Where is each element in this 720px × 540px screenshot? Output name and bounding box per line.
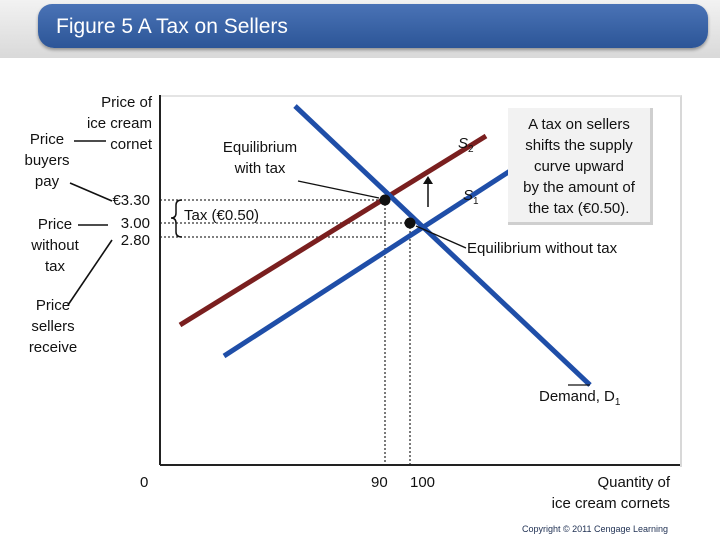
leader-price-buyers <box>69 182 113 202</box>
callout-box: A tax on sellers shifts the supply curve… <box>508 108 653 225</box>
supply-curve-s2 <box>178 133 488 328</box>
tax-label: Tax (€0.50) <box>184 207 260 224</box>
slide-title: Figure 5 A Tax on Sellers <box>56 15 288 38</box>
y-tick-3-00: 3.00 <box>120 215 150 232</box>
shift-arrow-head <box>423 176 433 184</box>
equilibrium-without-tax-label: Equilibrium without tax <box>467 240 618 257</box>
s2-label: S2 <box>458 135 474 155</box>
x-axis-label: Quantity of ice cream cornets <box>551 474 670 512</box>
y-tick-2-80: 2.80 <box>120 232 150 249</box>
callout-text: A tax on sellers shifts the supply curve… <box>523 116 635 217</box>
tax-brace <box>170 199 183 238</box>
equilibrium-with-tax-point <box>379 194 391 206</box>
leader-equilibrium-without-tax <box>415 225 467 249</box>
supply-curve-s1 <box>222 168 512 359</box>
y-axis-label: Price of ice cream cornet <box>86 94 152 153</box>
s1-label: S1 <box>463 187 479 207</box>
title-bar: Figure 5 A Tax on Sellers <box>38 4 708 48</box>
copyright-text: Copyright © 2011 Cengage Learning <box>522 524 669 534</box>
x-tick-90: 90 <box>371 474 388 491</box>
x-tick-100: 100 <box>410 474 436 491</box>
title-band: Figure 5 A Tax on Sellers <box>0 0 720 58</box>
equilibrium-with-tax-label: Equilibrium with tax <box>222 139 298 177</box>
demand-label: Demand, D1 <box>539 388 621 408</box>
price-without-tax-label: Price without tax <box>31 216 79 275</box>
y-tick-3-30: €3.30 <box>112 192 150 209</box>
price-sellers-receive-label: Price sellers receive <box>28 297 78 356</box>
price-buyers-pay-label: Price buyers pay <box>24 131 70 190</box>
leader-equilibrium-with-tax <box>297 180 380 199</box>
leader-price-sellers <box>67 239 113 306</box>
demand-curve <box>293 104 592 387</box>
origin-label: 0 <box>140 474 149 491</box>
equilibrium-without-tax-point <box>404 217 416 229</box>
